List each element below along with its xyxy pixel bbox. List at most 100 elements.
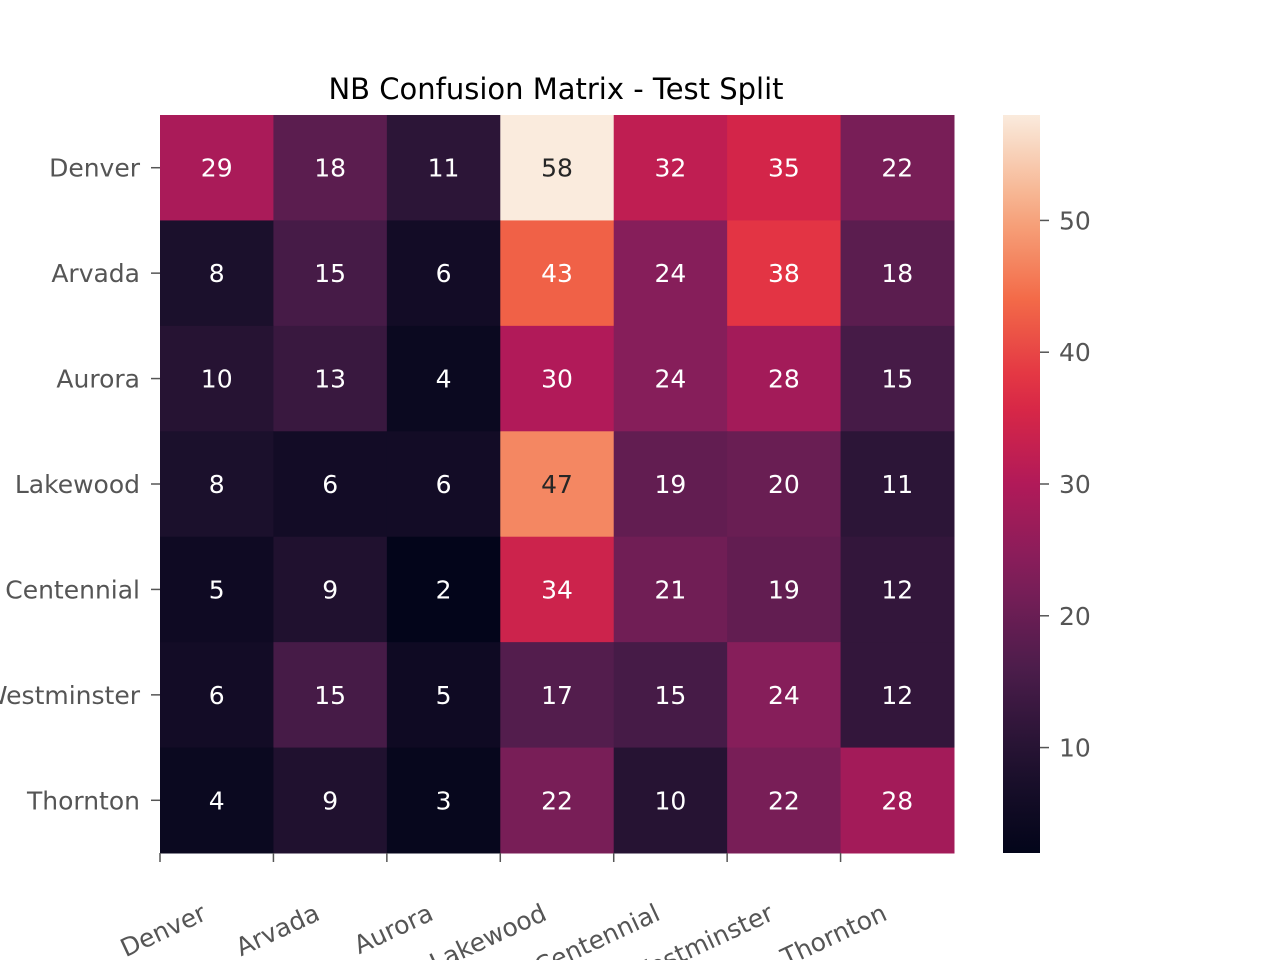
heatmap-cell [273,325,388,432]
y-tick-label: Aurora [56,365,140,394]
heatmap-cell [500,220,615,327]
heatmap-cell [500,325,615,432]
cell-value-label: 6 [436,259,452,288]
heatmap-cell [273,431,388,538]
heatmap-cell [160,325,274,432]
heatmap-cell [273,747,388,854]
colorbar-tick-label: 30 [1059,470,1091,499]
heatmap-cell [500,431,615,538]
heatmap-cell [500,747,615,854]
heatmap-cell [727,431,842,538]
heatmap-cell [727,325,842,432]
heatmap-cell [386,747,501,854]
cell-value-label: 10 [201,365,233,394]
cell-value-label: 15 [881,365,913,394]
cell-value-label: 20 [768,470,800,499]
cell-value-label: 19 [655,470,687,499]
cell-value-label: 22 [541,786,573,815]
heatmap-cell [613,536,728,643]
heatmap-cell [500,115,615,221]
heatmap-cell [727,220,842,327]
cell-value-label: 18 [881,259,913,288]
cell-value-label: 28 [881,786,913,815]
cell-value-label: 35 [768,154,800,183]
cell-value-label: 22 [881,154,913,183]
cell-value-label: 21 [655,575,687,604]
heatmap-cell [273,220,388,327]
y-tick-label: Centennial [5,575,140,604]
cell-value-label: 5 [436,681,452,710]
heatmap-cell [613,115,728,221]
cell-value-label: 24 [655,259,687,288]
cell-value-label: 9 [322,786,338,815]
cell-value-label: 29 [201,154,233,183]
colorbar-tick-label: 10 [1059,734,1091,763]
cell-value-label: 3 [436,786,452,815]
heatmap-cell [840,642,955,749]
cell-value-label: 4 [436,365,452,394]
heatmap-cell [840,431,955,538]
cell-value-label: 24 [768,681,800,710]
heatmap-cell [840,536,955,643]
y-axis: Denver Arvada Aurora Lakewood Centennial West… [0,154,160,815]
y-tick-label: Lakewood [15,470,140,499]
cell-value-label: 19 [768,575,800,604]
chart-title: NB Confusion Matrix - Test Split [328,72,783,106]
heatmap-cell [840,325,955,432]
cell-value-label: 15 [655,681,687,710]
cell-value-label: 6 [209,681,225,710]
cell-value-label: 32 [655,154,687,183]
cell-value-label: 18 [314,154,346,183]
heatmap-cell [386,536,501,643]
heatmap-cell [160,220,274,327]
cell-value-label: 10 [655,786,687,815]
x-tick-label: Centennial [530,898,664,960]
heatmap-cell [273,115,388,221]
cell-value-label: 47 [541,470,573,499]
cell-value-label: 12 [881,681,913,710]
heatmap-cells [160,115,955,854]
heatmap-cell [613,220,728,327]
cell-value-label: 15 [314,681,346,710]
cell-value-label: 5 [209,575,225,604]
cell-value-label: 8 [209,470,225,499]
cell-value-label: 28 [768,365,800,394]
heatmap-cell [386,115,501,221]
y-tick-label: Thornton [26,786,140,815]
heatmap-cell [160,642,274,749]
cell-value-label: 15 [314,259,346,288]
heatmap-cell [613,325,728,432]
x-tick-label: Denver [116,898,211,960]
cell-value-label: 58 [541,154,573,183]
heatmap-cell [840,747,955,854]
heatmap-cell [160,431,274,538]
heatmap-cell [613,747,728,854]
cell-value-label: 22 [768,786,800,815]
x-axis: Denver Arvada AuroraLakewoodCentennialWest… [116,853,891,964]
heatmap-cell [273,536,388,643]
heatmap-cell [727,115,842,221]
cell-value-label: 9 [322,575,338,604]
heatmap-cell [386,642,501,749]
heatmap-cell [727,536,842,643]
heatmap-cell [386,220,501,327]
x-tick-label: Arvada [231,898,324,960]
cell-value-label: 6 [322,470,338,499]
heatmap-cell [727,642,842,749]
colorbar-tick-label: 40 [1059,338,1091,367]
heatmap-cell [840,115,955,221]
cell-value-label: 11 [881,470,913,499]
heatmap-cell [500,536,615,643]
heatmap-cell [160,536,274,643]
x-tick-label: Thornton [775,898,891,960]
y-tick-label: Arvada [51,259,140,288]
colorbar-tick-label: 50 [1059,206,1091,235]
cell-value-label: 34 [541,575,573,604]
cell-value-label: 2 [436,575,452,604]
cell-value-label: 30 [541,365,573,394]
colorbar-tick-label: 20 [1059,602,1091,631]
colorbar: 10 20 30 40 50 [1003,115,1091,853]
heatmap-cell [160,115,274,221]
